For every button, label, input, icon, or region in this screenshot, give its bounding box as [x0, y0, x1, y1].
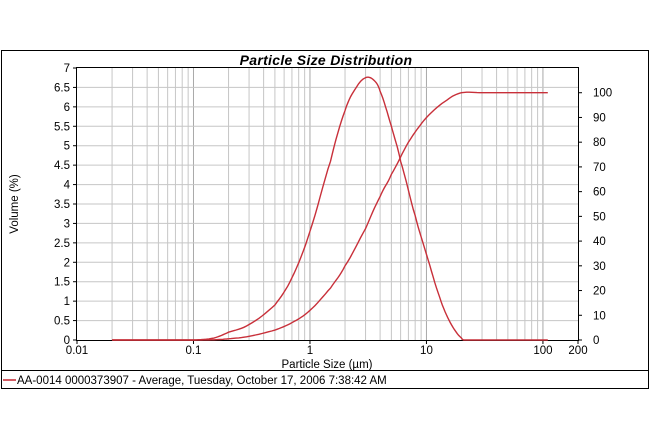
x-tick-label: 0.01 [66, 345, 88, 357]
y-tick-label: 3.5 [54, 199, 70, 211]
y-tick-label: 7 [64, 63, 70, 75]
y-axis-title: Volume (%) [9, 174, 21, 234]
outer-frame [1, 50, 649, 389]
y-tick-label: 6.5 [54, 82, 70, 94]
grid-lines [77, 68, 578, 340]
x-tick-label: 200 [568, 345, 587, 357]
y2-tick-label: 30 [593, 261, 606, 273]
y2-tick-label: 80 [593, 137, 606, 149]
y-tick-label: 4 [64, 180, 71, 192]
x-tick-label: 100 [533, 345, 552, 357]
chart-title: Particle Size Distribution [240, 52, 413, 68]
x-axis-title: Particle Size (µm) [282, 359, 373, 371]
series-lines [112, 76, 548, 341]
tick-labels: 00.511.522.533.544.555.566.5701020304050… [54, 63, 612, 357]
y2-tick-label: 20 [593, 286, 606, 298]
y-tick-label: 3 [64, 218, 70, 230]
y2-tick-label: 70 [593, 162, 606, 174]
y2-tick-label: 0 [593, 335, 599, 347]
x-tick-label: 10 [420, 345, 433, 357]
y2-tick-label: 10 [593, 310, 606, 322]
y-tick-label: 5 [64, 141, 70, 153]
y-tick-label: 1.5 [54, 277, 70, 289]
y2-tick-label: 40 [593, 236, 606, 248]
y2-tick-label: 90 [593, 112, 606, 124]
x-tick-label: 0.1 [185, 345, 201, 357]
cumulative-series-line [112, 91, 548, 341]
y-tick-label: 4.5 [54, 160, 70, 172]
y-tick-label: 1 [64, 296, 70, 308]
y-tick-label: 2 [64, 257, 70, 269]
legend-text: AA-0014 0000373907 - Average, Tuesday, O… [17, 375, 387, 387]
y-tick-label: 5.5 [54, 121, 70, 133]
frequency-series-line [112, 76, 548, 341]
y-tick-label: 6 [64, 102, 70, 114]
y2-tick-label: 50 [593, 211, 606, 223]
y-tick-label: 0.5 [54, 316, 70, 328]
y2-tick-label: 60 [593, 187, 606, 199]
y-tick-label: 0 [64, 335, 70, 347]
y2-tick-label: 100 [593, 88, 612, 100]
x-tick-label: 1 [307, 345, 313, 357]
y-tick-label: 2.5 [54, 238, 70, 250]
